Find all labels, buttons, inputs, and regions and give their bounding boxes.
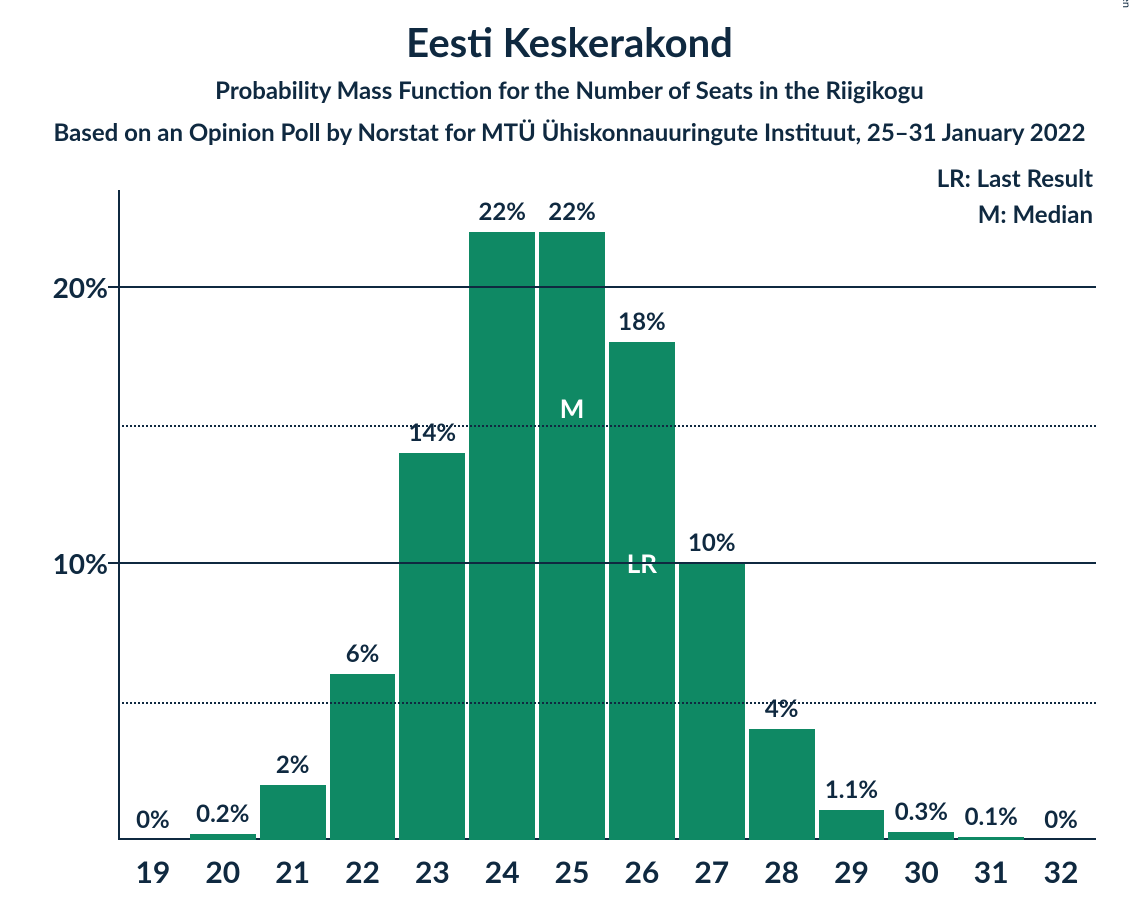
copyright-label: © 2022 Filip van Laenen bbox=[1120, 0, 1133, 8]
bar: 22%M bbox=[539, 232, 605, 841]
y-tick-mark bbox=[108, 286, 118, 288]
bar-value-label: 6% bbox=[346, 639, 380, 668]
bar: 18%LR bbox=[609, 342, 675, 840]
bar-value-label: 1.1% bbox=[825, 775, 878, 804]
legend-lr: LR: Last Result bbox=[937, 164, 1093, 193]
x-tick-label: 22 bbox=[345, 854, 380, 890]
bar: 4% bbox=[749, 729, 815, 840]
bar: 22% bbox=[469, 232, 535, 841]
chart-title: Eesti Keskerakond bbox=[0, 18, 1139, 66]
bar: 1.1% bbox=[819, 810, 885, 840]
grid-major bbox=[118, 286, 1096, 288]
bar-value-label: 0.2% bbox=[196, 799, 249, 828]
bar-value-label: 0.3% bbox=[895, 797, 948, 826]
bar: 0.3% bbox=[888, 832, 954, 840]
x-tick-label: 26 bbox=[625, 854, 660, 890]
x-tick-label: 28 bbox=[764, 854, 799, 890]
grid-major bbox=[118, 562, 1096, 564]
grid-minor bbox=[118, 702, 1096, 704]
y-tick-label: 10% bbox=[53, 546, 108, 580]
x-tick-label: 20 bbox=[205, 854, 240, 890]
x-tick-label: 30 bbox=[904, 854, 939, 890]
x-tick-label: 24 bbox=[485, 854, 520, 890]
bar: 0.2% bbox=[190, 834, 256, 840]
bar-value-label: 2% bbox=[276, 750, 310, 779]
bar-value-label: 10% bbox=[688, 528, 736, 557]
grid-minor bbox=[118, 425, 1096, 427]
x-tick-label: 29 bbox=[834, 854, 869, 890]
y-tick-label: 20% bbox=[53, 270, 108, 304]
bar-value-label: 18% bbox=[618, 307, 666, 336]
chart-source: Based on an Opinion Poll by Norstat for … bbox=[0, 118, 1139, 147]
x-tick-label: 27 bbox=[694, 854, 729, 890]
bar: 0.1% bbox=[958, 837, 1024, 840]
bar-value-label: 4% bbox=[765, 694, 799, 723]
bar: 6% bbox=[330, 674, 396, 840]
x-tick-label: 21 bbox=[275, 854, 310, 890]
x-tick-label: 23 bbox=[415, 854, 450, 890]
bar: 14% bbox=[399, 453, 465, 840]
bar-value-label: 22% bbox=[478, 197, 526, 226]
bar-value-label: 14% bbox=[409, 418, 457, 447]
x-tick-label: 32 bbox=[1044, 854, 1079, 890]
bar-value-label: 0% bbox=[136, 805, 170, 834]
bar-value-label: 22% bbox=[548, 197, 596, 226]
x-tick-label: 19 bbox=[136, 854, 171, 890]
bar-inner-label: M bbox=[560, 392, 585, 424]
chart-subtitle: Probability Mass Function for the Number… bbox=[0, 76, 1139, 105]
bar-value-label: 0.1% bbox=[965, 802, 1018, 831]
y-tick-mark bbox=[108, 562, 118, 564]
bar: 2% bbox=[260, 785, 326, 840]
bar-value-label: 0% bbox=[1044, 805, 1078, 834]
plot-area: 0%190.2%202%216%2214%2322%2422%M2518%LR2… bbox=[118, 190, 1096, 840]
chart-container: Eesti Keskerakond Probability Mass Funct… bbox=[0, 0, 1139, 924]
x-tick-label: 31 bbox=[974, 854, 1009, 890]
x-tick-label: 25 bbox=[555, 854, 590, 890]
